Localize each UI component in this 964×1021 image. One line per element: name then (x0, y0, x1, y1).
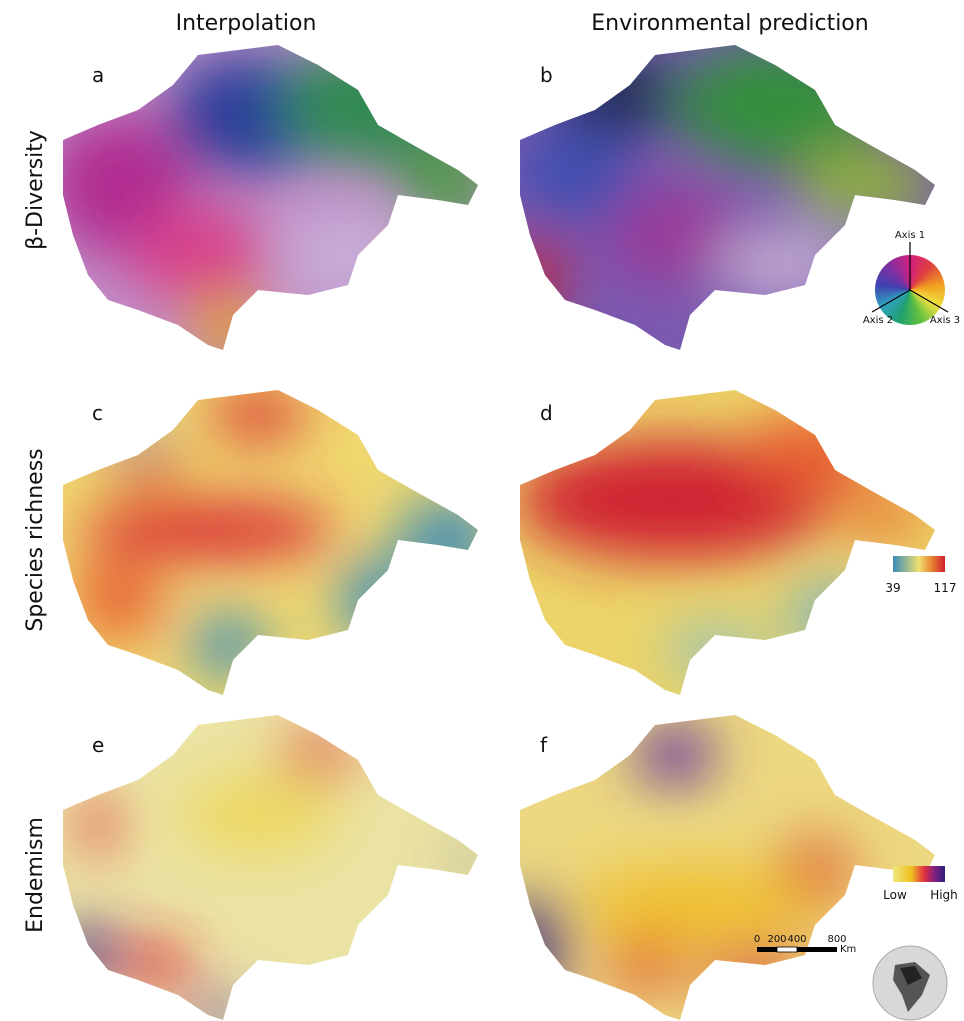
endemism-colorbar (893, 866, 945, 882)
map-e (38, 695, 508, 1021)
axis-label: Axis 3 (930, 315, 960, 326)
scale-tick: 0 (754, 934, 760, 945)
legend-min: 39 (885, 581, 900, 595)
row-title: β-Diversity (23, 130, 48, 250)
legend-high: High (930, 888, 958, 902)
panel-letter: f (540, 733, 548, 757)
legend-low: Low (883, 888, 907, 902)
figure-svg: Interpolation Environmental prediction β… (0, 0, 964, 1021)
beta-legend: Axis 1 Axis 2 Axis 3 (863, 230, 960, 326)
row-title: Endemism (23, 817, 48, 933)
richness-colorbar (893, 556, 945, 572)
scale-tick: 400 (787, 934, 806, 945)
column-title: Environmental prediction (591, 11, 868, 36)
map-d (495, 370, 964, 720)
axis-label: Axis 2 (863, 315, 893, 326)
globe (873, 946, 947, 1020)
column-title: Interpolation (176, 11, 317, 36)
axis-label: Axis 1 (895, 230, 925, 241)
scale-tick: 200 (767, 934, 786, 945)
figure: Interpolation Environmental prediction β… (0, 0, 964, 1021)
panel-letter: d (540, 401, 553, 425)
panel-letter: a (92, 63, 104, 87)
panel-letter: e (92, 733, 104, 757)
map-a (38, 25, 508, 375)
map-c (38, 370, 508, 720)
panel-letter: b (540, 63, 553, 87)
scale-unit: Km (840, 944, 856, 955)
panel-letter: c (92, 401, 103, 425)
legend-max: 117 (934, 581, 957, 595)
scale-bar: 0 200 400 800 Km (754, 934, 857, 955)
map-b (495, 25, 964, 375)
row-title: Species richness (23, 448, 48, 631)
